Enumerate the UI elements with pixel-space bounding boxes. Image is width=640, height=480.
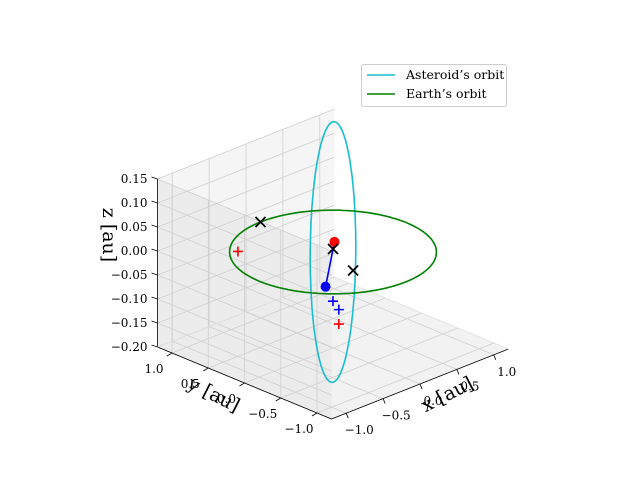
y-tick-mark: [239, 382, 245, 387]
legend-label-asteroid: Asteroid’s orbit: [405, 67, 504, 82]
cross-marker: [347, 264, 359, 277]
plus-marker: [232, 246, 243, 257]
y-tick-label: −0.5: [248, 407, 277, 421]
z-tick-label: 0.10: [121, 196, 148, 210]
y-tick-label: 0.0: [217, 392, 236, 406]
plot-area: [228, 120, 438, 384]
tick-labels: −1.0 −0.5 0.0 0.5 1.0 −1.0 −0.5 0.0 0.5 1.0 −0.20 −…: [111, 172, 517, 437]
y-tick-label: 0.5: [181, 377, 200, 391]
x-tick-label: 0.5: [460, 379, 479, 393]
plus-marker: [333, 319, 344, 330]
z-tick-label: 0.05: [121, 220, 148, 234]
z-tick-label: 0.00: [121, 244, 148, 258]
circle-marker: [320, 281, 331, 292]
series-line: [228, 209, 438, 295]
x-tick-mark: [419, 383, 423, 390]
circle-marker: [329, 236, 340, 247]
z-tick-mark: [151, 272, 158, 276]
z-tick-mark: [151, 248, 158, 252]
z-tick-mark: [151, 296, 158, 300]
z-tick-label: 0.15: [121, 172, 148, 186]
x-tick-mark: [382, 398, 386, 404]
x-tick-mark: [345, 413, 349, 419]
series-line: [309, 120, 357, 384]
x-tick-mark: [493, 354, 497, 360]
cross-marker: [327, 243, 339, 255]
z-tick-label: −0.15: [111, 316, 148, 330]
y-tick-mark: [166, 352, 173, 357]
z-tick-mark: [151, 200, 158, 204]
z-tick-label: −0.10: [111, 292, 148, 306]
z-axis-label: z [au]: [98, 208, 120, 262]
y-tick-mark: [275, 397, 281, 402]
x-tick-label: −0.5: [382, 409, 411, 423]
plus-marker: [327, 296, 338, 307]
z-tick-mark: [151, 344, 158, 348]
cross-marker: [254, 216, 267, 228]
z-tick-mark: [151, 320, 158, 324]
z-tick-mark: [151, 176, 158, 180]
z-tick-mark: [151, 224, 158, 228]
x-tick-mark: [456, 369, 460, 375]
x-tick-label: −1.0: [345, 423, 374, 437]
legend-label-earth: Earth’s orbit: [406, 86, 487, 101]
y-tick-mark: [311, 412, 318, 417]
y-tick-mark: [203, 367, 209, 372]
floor-edge: [157, 276, 509, 350]
z-tick-label: −0.20: [111, 340, 148, 354]
y-tick-label: 1.0: [144, 362, 163, 376]
z-tick-label: −0.05: [111, 268, 148, 282]
axes-panes: [157, 109, 509, 419]
legend: Asteroid’s orbit Earth’s orbit: [361, 64, 507, 107]
plus-marker: [333, 304, 344, 315]
x-tick-label: 0.0: [423, 394, 442, 408]
x-tick-label: 1.0: [497, 365, 516, 379]
legend-box: [361, 64, 507, 107]
y-tick-label: −1.0: [284, 422, 313, 436]
